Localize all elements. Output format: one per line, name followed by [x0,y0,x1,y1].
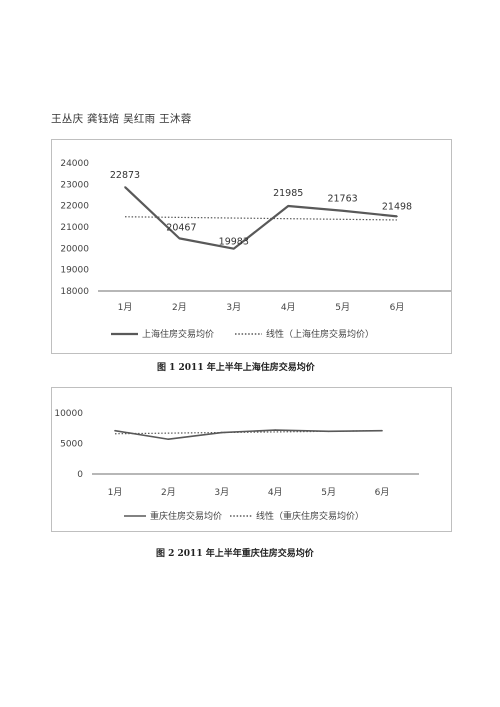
sh-data-label: 21763 [327,194,357,205]
cq-xtick-label: 5月 [321,487,336,498]
sh-ytick-label: 18000 [60,287,89,297]
sh-data-point [287,205,289,207]
sh-ytick-label: 23000 [60,180,89,190]
sh-trend-line [124,216,398,221]
shanghai-chart-svg: 24000 23000 22000 21000 20000 19000 18000 1月 2月 3… [60,159,451,340]
sh-ytick-label: 19000 [60,266,89,276]
cq-legend-label: 重庆住房交易均价 [150,510,222,522]
figure-1-caption: 图 1 2011 年上半年上海住房交易均价 [157,363,315,373]
sh-data-point [124,186,126,188]
cq-data-point [114,429,116,432]
cq-price-line [114,429,383,441]
sh-ytick-label: 22000 [60,202,89,212]
sh-xtick-label: 6月 [390,302,405,313]
sh-xtick-label: 2月 [172,302,187,313]
cq-xtick-label: 4月 [268,487,283,498]
cq-data-point [327,430,330,433]
sh-data-label: 19983 [219,237,249,248]
sh-xtick-label: 1月 [118,302,133,313]
sh-xtick-label: 4月 [281,302,296,313]
sh-data-label: 22873 [110,170,140,181]
sh-data-point [341,209,344,212]
cq-trend-line [114,430,383,435]
cq-xtick-label: 6月 [375,487,390,498]
cq-xtick-label: 3月 [214,487,229,498]
figure-2-caption: 图 2 2011 年上半年重庆住房交易均价 [156,549,314,559]
sh-data-point [178,237,181,240]
cq-xtick-label: 2月 [161,487,176,498]
chongqing-price-chart: 10000 5000 0 1月 2月 3月 4月 5月 6月重庆住房交易均价 线性（重庆住房交易均… [51,387,452,532]
shanghai-price-chart: 24000 23000 22000 21000 20000 19000 18000 1月 2月 3… [51,139,452,354]
cq-ytick-label: 10000 [54,409,83,419]
sh-data-point [396,215,398,218]
sh-data-label: 20467 [166,222,196,233]
cq-ytick-label: 5000 [60,440,83,450]
sh-ytick-label: 24000 [60,159,89,169]
sh-ytick-label: 21000 [60,223,89,233]
cq-data-point [274,429,276,431]
sh-xtick-label: 3月 [226,302,241,313]
cq-xtick-label: 1月 [108,487,123,498]
cq-legend-label: 线性（重庆住房交易均价） [256,510,364,522]
sh-data-point [233,247,235,250]
sh-xtick-label: 5月 [335,302,350,313]
sh-data-label: 21498 [382,201,412,212]
sh-data-label: 21985 [273,188,303,199]
cq-ytick-label: 0 [77,470,83,480]
cq-data-point [381,429,383,432]
sh-ytick-label: 20000 [60,244,89,254]
sh-price-line [124,186,398,250]
sh-legend-label: 上海住房交易均价 [142,328,214,340]
authors: 王丛庆 龚钰焙 吴红雨 王沐蓉 [51,113,192,125]
sh-legend-label: 线性（上海住房交易均价） [266,328,374,340]
cq-data-point [167,438,170,441]
